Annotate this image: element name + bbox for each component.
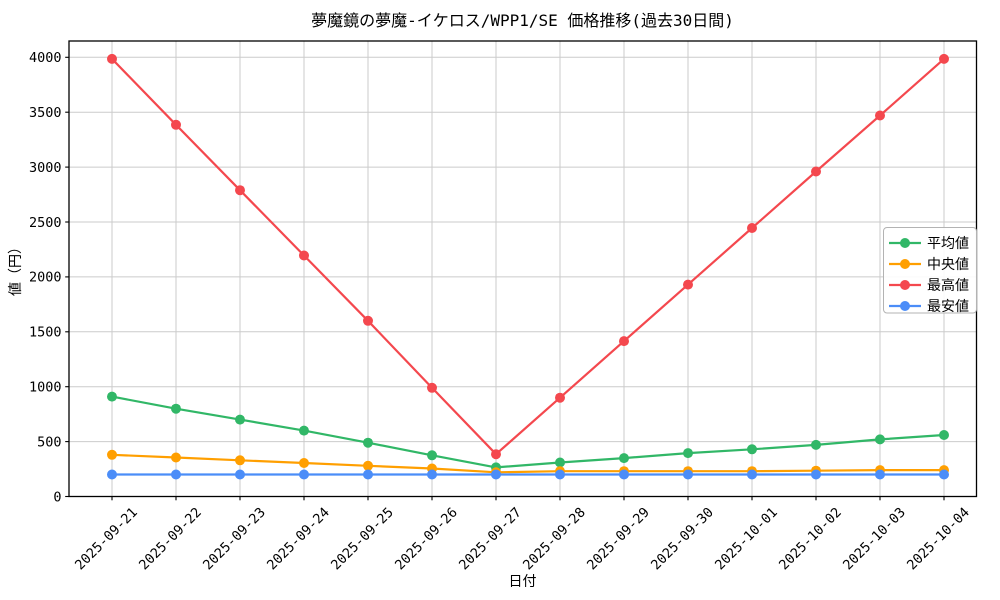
series-median-line	[107, 449, 949, 478]
data-point	[747, 444, 757, 455]
data-point	[683, 469, 693, 480]
x-tick-label: 2025-09-21	[72, 505, 141, 574]
x-axis-label: 日付	[509, 574, 537, 590]
x-tick-label: 2025-10-04	[904, 505, 973, 574]
x-tick-label: 2025-09-24	[264, 505, 333, 574]
data-point	[555, 457, 565, 468]
series-average-line	[107, 391, 949, 473]
data-point	[107, 391, 117, 402]
data-point	[939, 430, 949, 440]
data-point	[491, 449, 501, 460]
x-tick-label: 2025-09-25	[328, 505, 397, 574]
legend-item-max: 最高値	[889, 277, 969, 294]
x-tick-label: 2025-09-22	[136, 505, 205, 574]
x-tick-label: 2025-09-26	[392, 505, 461, 574]
y-tick-label: 500	[37, 434, 61, 450]
series-average-path	[111, 395, 945, 469]
data-point	[299, 250, 309, 261]
legend-marker	[900, 238, 910, 248]
data-point	[491, 469, 501, 480]
data-point	[107, 469, 117, 480]
legend-label: 中央値	[927, 257, 969, 273]
data-point	[171, 452, 181, 463]
series-median-path	[111, 453, 944, 474]
y-tick-label: 0	[53, 489, 61, 505]
x-tick-label: 2025-10-02	[776, 505, 845, 574]
legend-item-min: 最安値	[889, 299, 969, 315]
x-tick-label: 2025-10-01	[712, 505, 781, 574]
legend-label: 最高値	[927, 277, 969, 294]
data-point	[683, 279, 693, 290]
y-tick-label: 1000	[29, 380, 62, 396]
data-point	[235, 455, 245, 466]
data-point	[299, 469, 309, 480]
data-point	[363, 460, 373, 471]
data-point	[939, 53, 949, 64]
data-point	[939, 469, 949, 480]
data-point	[299, 458, 309, 468]
data-point	[363, 315, 373, 326]
data-point	[235, 185, 245, 196]
legend-marker	[900, 301, 910, 311]
y-tick-label: 3500	[29, 105, 62, 121]
plot-border	[68, 40, 978, 498]
series-min-line	[107, 469, 949, 480]
data-point	[427, 469, 437, 480]
y-tick-label: 2500	[29, 215, 62, 231]
data-point	[619, 453, 629, 464]
legend-label: 最安値	[927, 299, 969, 315]
y-tick-label: 2000	[29, 270, 62, 286]
series-group	[107, 53, 949, 480]
x-tick-label: 2025-09-30	[648, 505, 717, 574]
x-tick-label: 2025-09-29	[584, 505, 653, 574]
data-point	[747, 469, 757, 480]
y-axis-label: 値（円）	[8, 240, 24, 296]
data-point	[171, 469, 181, 480]
data-point	[363, 469, 373, 480]
data-point	[683, 448, 693, 459]
data-point	[427, 382, 437, 393]
data-point	[235, 469, 245, 480]
chart-title: 夢魔鏡の夢魔-イケロス/WPP1/SE 価格推移(過去30日間)	[311, 11, 734, 30]
data-point	[555, 392, 565, 403]
legend-box	[883, 227, 977, 314]
data-point	[107, 449, 117, 460]
data-point	[363, 437, 373, 448]
data-point	[811, 469, 821, 480]
data-point	[811, 166, 821, 177]
data-point	[875, 434, 885, 445]
x-tick-label: 2025-09-27	[456, 505, 525, 574]
data-point	[747, 223, 757, 233]
data-point	[619, 336, 629, 347]
legend-marker	[900, 259, 910, 269]
data-point	[875, 469, 885, 480]
data-point	[235, 414, 245, 425]
legend-item-average: 平均値	[889, 236, 969, 252]
x-tick-label: 2025-10-03	[840, 505, 909, 574]
data-point	[875, 110, 885, 121]
data-point	[171, 119, 181, 130]
x-tick-label: 2025-09-23	[200, 505, 269, 574]
legend-item-median: 中央値	[889, 257, 969, 273]
y-tick-label: 1500	[29, 325, 62, 341]
data-point	[427, 450, 437, 461]
series-max-line	[107, 53, 949, 460]
data-point	[299, 425, 309, 436]
legend-label: 平均値	[927, 236, 969, 252]
data-point	[171, 403, 181, 414]
series-max-path	[111, 58, 945, 456]
data-point	[619, 469, 629, 480]
data-point	[555, 469, 565, 480]
data-point	[811, 439, 821, 450]
legend-marker	[900, 280, 910, 290]
y-tick-label: 4000	[29, 50, 62, 66]
x-tick-label: 2025-09-28	[520, 505, 589, 574]
y-tick-label: 3000	[29, 160, 62, 176]
data-point	[107, 53, 117, 64]
grid	[69, 41, 977, 497]
